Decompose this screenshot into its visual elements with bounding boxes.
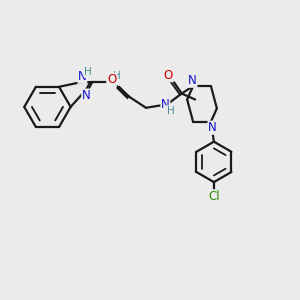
Text: N: N: [161, 98, 170, 111]
Text: Cl: Cl: [208, 190, 220, 203]
Text: H: H: [113, 71, 121, 81]
Text: N: N: [82, 89, 91, 102]
Text: N: N: [107, 75, 116, 88]
Text: N: N: [78, 70, 87, 83]
Text: H: H: [167, 106, 174, 116]
Text: N: N: [208, 121, 217, 134]
Text: O: O: [107, 74, 116, 86]
Text: O: O: [164, 69, 173, 82]
Text: H: H: [84, 68, 92, 77]
Text: N: N: [188, 74, 197, 87]
